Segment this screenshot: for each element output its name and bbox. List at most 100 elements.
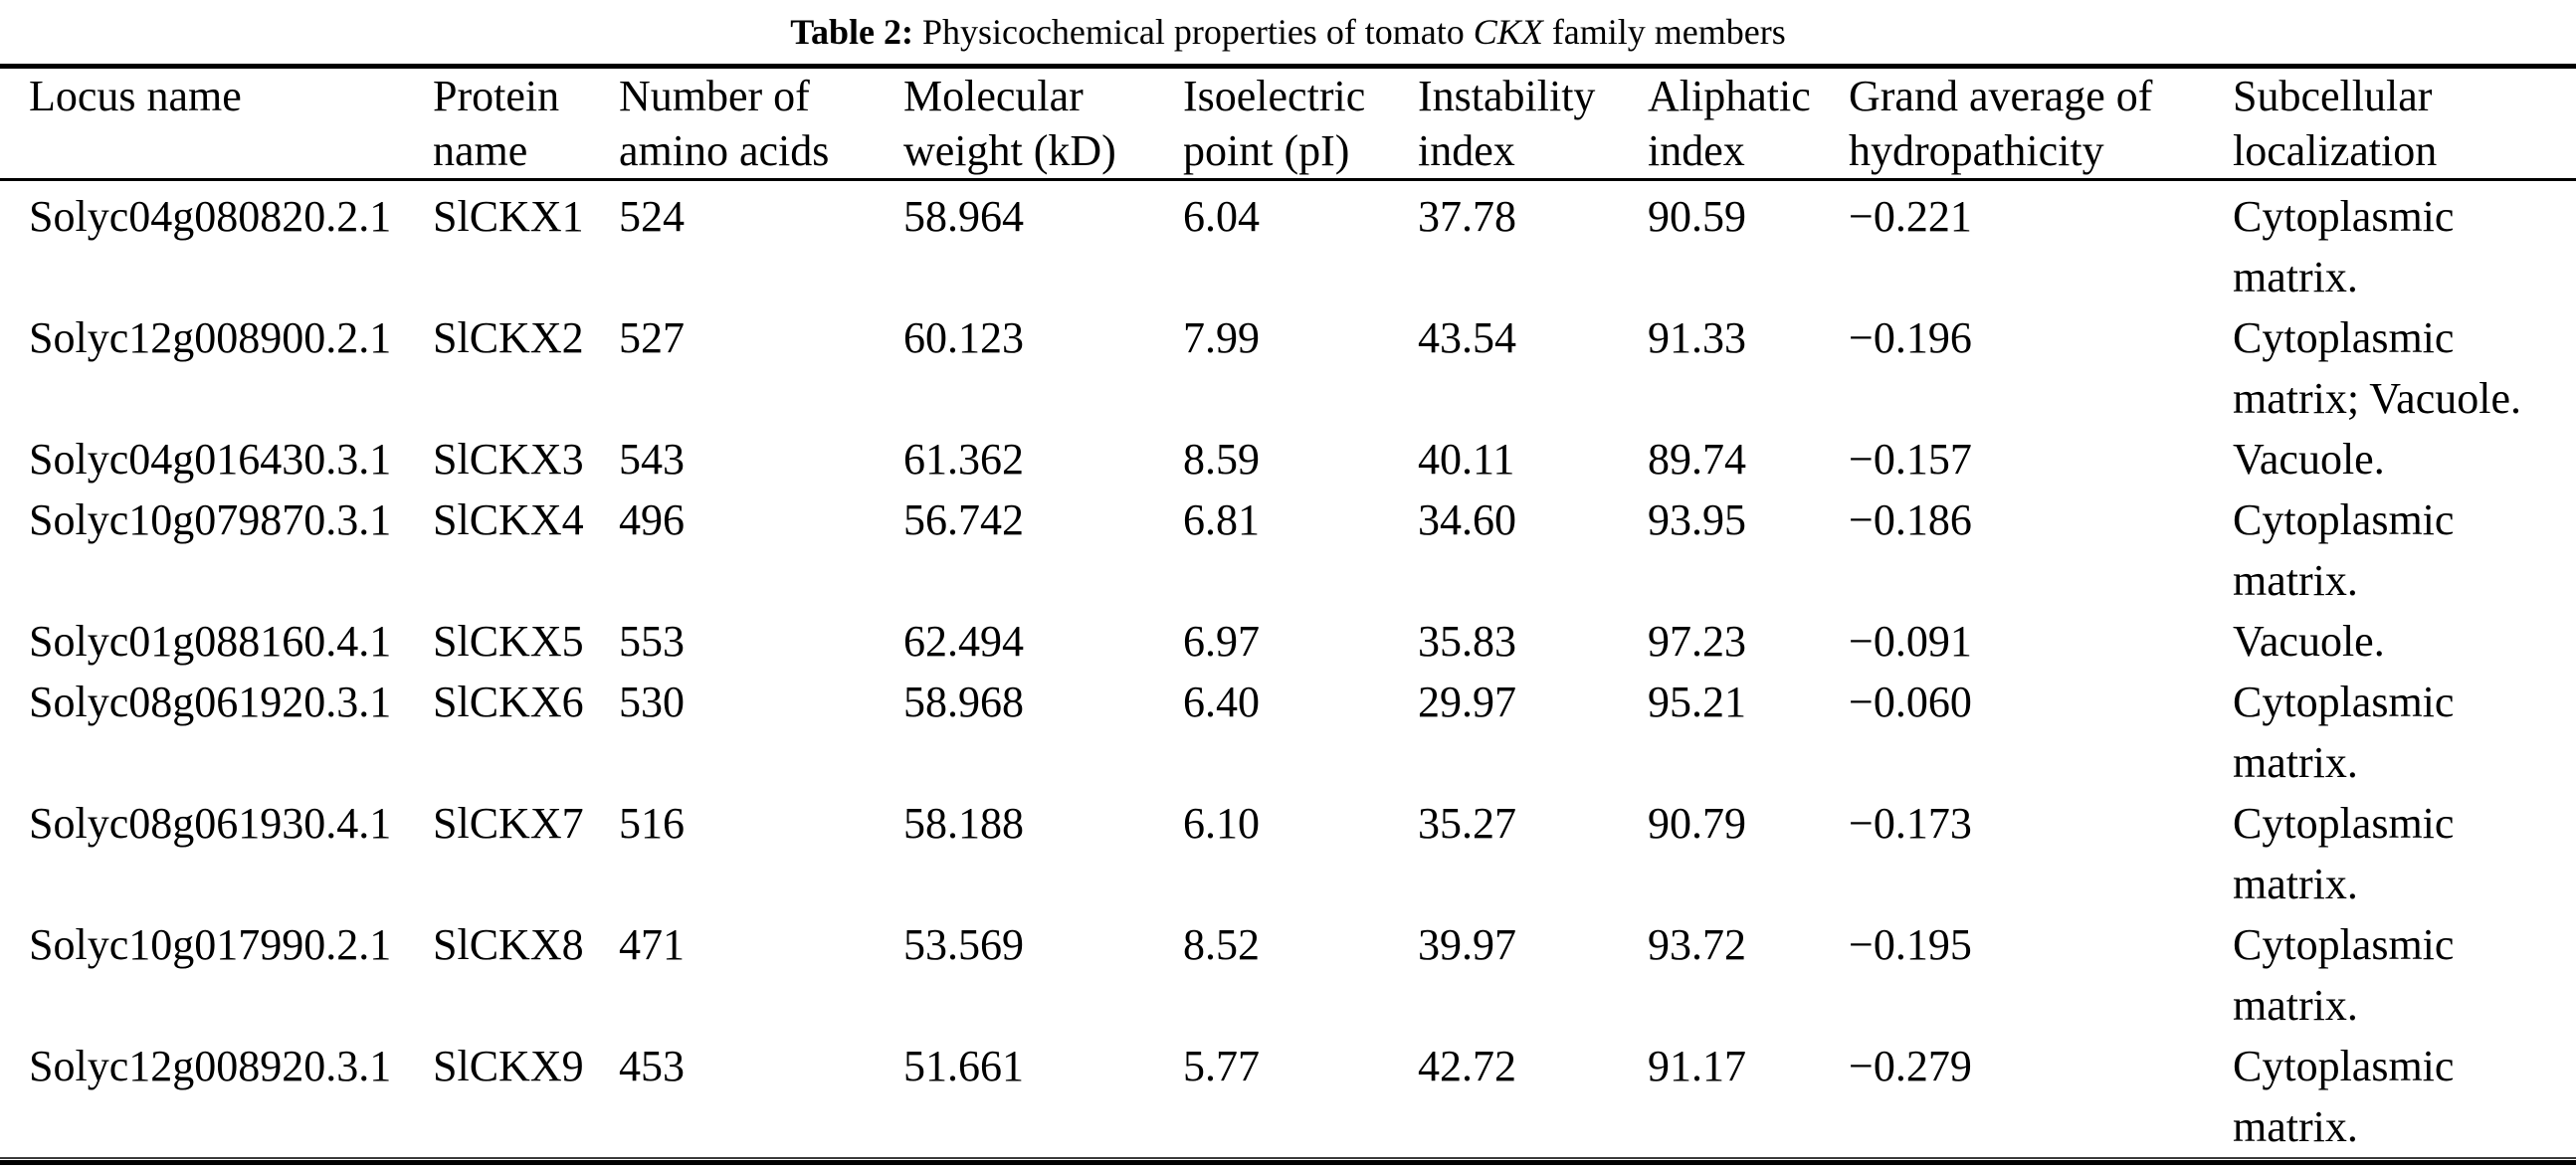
cell-gravy: −0.060 — [1849, 678, 1972, 726]
cell-amino_acids: 553 — [619, 617, 685, 666]
cell-mol_weight: 53.569 — [903, 920, 1024, 969]
cell-localization: Cytoplasmic matrix; Vacuole. — [2233, 313, 2521, 423]
table-body: Solyc04g080820.2.1 SlCKX1 524 58.964 6.04 37.… — [0, 180, 2576, 1158]
cell-mol_weight: 61.362 — [903, 435, 1024, 484]
column-header-locus: Locus name — [0, 69, 433, 181]
cell-isoelectric_point: 8.59 — [1183, 435, 1260, 484]
table-bottom-rule — [0, 1157, 2576, 1165]
table-top-rule — [0, 64, 2576, 69]
table-caption: Table 2: Physicochemical properties of t… — [0, 0, 2576, 64]
cell-locus: Solyc12g008920.3.1 — [29, 1042, 392, 1090]
cell-localization: Cytoplasmic matrix. — [2233, 495, 2455, 605]
cell-localization: Cytoplasmic matrix. — [2233, 678, 2455, 787]
column-header-gravy: Grand average of hydropathicity — [1849, 69, 2233, 181]
column-header-amino_acids: Number of amino acids — [619, 69, 903, 181]
cell-locus: Solyc04g080820.2.1 — [29, 192, 392, 241]
cell-gravy: −0.221 — [1849, 192, 1972, 241]
cell-protein: SlCKX7 — [433, 799, 584, 848]
cell-mol_weight: 58.968 — [903, 678, 1024, 726]
column-header-isoelectric_point: Isoelectric point (pI) — [1183, 69, 1418, 181]
cell-amino_acids: 516 — [619, 799, 685, 848]
cell-gravy: −0.186 — [1849, 495, 1972, 544]
cell-protein: SlCKX1 — [433, 192, 584, 241]
cell-instability_index: 39.97 — [1418, 920, 1516, 969]
cell-isoelectric_point: 6.04 — [1183, 192, 1260, 241]
table-row: Solyc01g088160.4.1 SlCKX5 553 62.494 6.97 35.… — [0, 611, 2576, 672]
column-header-protein: Protein name — [433, 69, 619, 181]
cell-isoelectric_point: 7.99 — [1183, 313, 1260, 362]
cell-localization: Cytoplasmic matrix. — [2233, 799, 2455, 908]
cell-aliphatic_index: 93.95 — [1648, 495, 1746, 544]
cell-aliphatic_index: 93.72 — [1648, 920, 1746, 969]
cell-instability_index: 37.78 — [1418, 192, 1516, 241]
cell-aliphatic_index: 95.21 — [1648, 678, 1746, 726]
cell-amino_acids: 471 — [619, 920, 685, 969]
cell-protein: SlCKX3 — [433, 435, 584, 484]
cell-amino_acids: 453 — [619, 1042, 685, 1090]
cell-isoelectric_point: 6.40 — [1183, 678, 1260, 726]
cell-instability_index: 34.60 — [1418, 495, 1516, 544]
cell-localization: Cytoplasmic matrix. — [2233, 1042, 2455, 1151]
cell-localization: Vacuole. — [2233, 435, 2385, 484]
cell-locus: Solyc01g088160.4.1 — [29, 617, 392, 666]
caption-tail: family members — [1542, 12, 1786, 52]
cell-instability_index: 40.11 — [1418, 435, 1515, 484]
cell-localization: Vacuole. — [2233, 617, 2385, 666]
cell-isoelectric_point: 6.81 — [1183, 495, 1260, 544]
cell-amino_acids: 530 — [619, 678, 685, 726]
cell-aliphatic_index: 90.59 — [1648, 192, 1746, 241]
cell-gravy: −0.091 — [1849, 617, 1972, 666]
caption-label: Table 2: — [790, 12, 913, 52]
cell-protein: SlCKX5 — [433, 617, 584, 666]
table-row: Solyc08g061920.3.1 SlCKX6 530 58.968 6.40 29.… — [0, 672, 2576, 793]
column-header-instability_index: Instability index — [1418, 69, 1648, 181]
caption-gene-family-italic: CKX — [1473, 12, 1543, 52]
cell-mol_weight: 60.123 — [903, 313, 1024, 362]
cell-protein: SlCKX2 — [433, 313, 584, 362]
cell-mol_weight: 62.494 — [903, 617, 1024, 666]
table-row: Solyc10g079870.3.1 SlCKX4 496 56.742 6.81 34.… — [0, 489, 2576, 611]
cell-protein: SlCKX4 — [433, 495, 584, 544]
cell-gravy: −0.195 — [1849, 920, 1972, 969]
cell-protein: SlCKX9 — [433, 1042, 584, 1090]
cell-mol_weight: 51.661 — [903, 1042, 1024, 1090]
cell-localization: Cytoplasmic matrix. — [2233, 192, 2455, 301]
cell-localization: Cytoplasmic matrix. — [2233, 920, 2455, 1030]
cell-protein: SlCKX8 — [433, 920, 584, 969]
cell-instability_index: 35.27 — [1418, 799, 1516, 848]
cell-aliphatic_index: 97.23 — [1648, 617, 1746, 666]
cell-mol_weight: 58.188 — [903, 799, 1024, 848]
cell-gravy: −0.196 — [1849, 313, 1972, 362]
cell-mol_weight: 58.964 — [903, 192, 1024, 241]
cell-aliphatic_index: 90.79 — [1648, 799, 1746, 848]
cell-aliphatic_index: 91.33 — [1648, 313, 1746, 362]
cell-locus: Solyc04g016430.3.1 — [29, 435, 392, 484]
cell-mol_weight: 56.742 — [903, 495, 1024, 544]
cell-amino_acids: 496 — [619, 495, 685, 544]
table-row: Solyc08g061930.4.1 SlCKX7 516 58.188 6.10 35.… — [0, 793, 2576, 914]
header-row: Locus name Protein name Number of amino ac… — [0, 69, 2576, 181]
cell-amino_acids: 524 — [619, 192, 685, 241]
table-row: Solyc04g016430.3.1 SlCKX3 543 61.362 8.59 40.… — [0, 429, 2576, 489]
table-row: Solyc04g080820.2.1 SlCKX1 524 58.964 6.04 37.… — [0, 180, 2576, 308]
column-header-localization: Subcellular localization — [2233, 69, 2576, 181]
cell-gravy: −0.279 — [1849, 1042, 1972, 1090]
cell-isoelectric_point: 6.10 — [1183, 799, 1260, 848]
cell-instability_index: 29.97 — [1418, 678, 1516, 726]
column-header-aliphatic_index: Aliphatic index — [1648, 69, 1849, 181]
cell-isoelectric_point: 6.97 — [1183, 617, 1260, 666]
table-row: Solyc12g008900.2.1 SlCKX2 527 60.123 7.99 43.… — [0, 307, 2576, 429]
cell-isoelectric_point: 5.77 — [1183, 1042, 1260, 1090]
cell-aliphatic_index: 91.17 — [1648, 1042, 1746, 1090]
cell-protein: SlCKX6 — [433, 678, 584, 726]
table-row: Solyc12g008920.3.1 SlCKX9 453 51.661 5.77 42.… — [0, 1036, 2576, 1157]
table-row: Solyc10g017990.2.1 SlCKX8 471 53.569 8.52 39.… — [0, 914, 2576, 1036]
caption-text: Physicochemical properties of tomato — [912, 12, 1474, 52]
cell-instability_index: 35.83 — [1418, 617, 1516, 666]
cell-gravy: −0.157 — [1849, 435, 1972, 484]
cell-aliphatic_index: 89.74 — [1648, 435, 1746, 484]
cell-locus: Solyc08g061920.3.1 — [29, 678, 392, 726]
cell-amino_acids: 527 — [619, 313, 685, 362]
cell-locus: Solyc12g008900.2.1 — [29, 313, 392, 362]
cell-isoelectric_point: 8.52 — [1183, 920, 1260, 969]
